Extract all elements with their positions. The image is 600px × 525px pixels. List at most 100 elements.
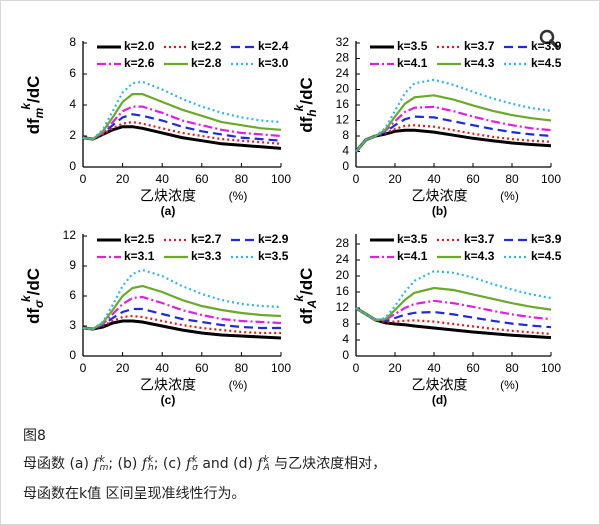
- legend-label: k=3.0: [258, 56, 289, 70]
- caption-text: 与乙炔浓度相对，: [269, 456, 387, 472]
- series-line: [355, 299, 552, 322]
- y-tick-label: 12: [63, 228, 77, 242]
- series-line: [355, 124, 552, 153]
- y-tick-label: 2: [69, 128, 76, 142]
- x-axis-label: 乙炔浓度: [412, 188, 468, 204]
- math-symbol: f: [93, 456, 99, 472]
- legend-label: k=3.5: [258, 249, 289, 263]
- y-label-rest: /dC: [297, 268, 316, 295]
- y-label-base: df: [297, 308, 316, 324]
- x-tick-label: 0: [80, 361, 87, 375]
- x-axis-unit: (%): [500, 189, 519, 203]
- x-axis-label: 乙炔浓度: [140, 377, 196, 393]
- caption-text: ; (c): [153, 456, 186, 472]
- series-line: [82, 125, 282, 150]
- legend-label: k=2.0: [124, 39, 155, 53]
- legend-label: k=3.5: [397, 232, 428, 246]
- y-tick-label: 28: [336, 236, 350, 250]
- series-line: [82, 105, 282, 141]
- legend-label: k=3.7: [464, 232, 495, 246]
- y-tick-label: 16: [336, 97, 350, 111]
- x-tick-label: 0: [80, 172, 87, 186]
- superscript: k: [99, 455, 105, 465]
- y-label-sup: k: [19, 102, 33, 110]
- x-tick-label: 40: [156, 361, 170, 375]
- x-tick-label: 80: [505, 172, 519, 186]
- x-tick-label: 100: [541, 172, 561, 186]
- y-label-sub: m: [32, 107, 46, 118]
- series-line: [82, 93, 282, 141]
- y-label-rest: /dC: [24, 268, 43, 295]
- series-line: [355, 307, 552, 336]
- y-tick-label: 24: [336, 252, 350, 266]
- y-label-sub: h: [305, 109, 319, 116]
- legend-label: k=2.5: [124, 232, 155, 246]
- legend-label: k=2.4: [258, 39, 289, 53]
- x-tick-label: 80: [505, 361, 519, 375]
- y-label-base: df: [24, 118, 43, 134]
- legend-label: k=4.5: [531, 249, 562, 263]
- y-label-base: df: [24, 308, 43, 324]
- superscript: k: [192, 455, 198, 465]
- caption-label: 图8: [23, 428, 46, 444]
- x-tick-label: 0: [353, 361, 360, 375]
- superscript: k: [148, 455, 154, 465]
- panel-label: (a): [161, 204, 176, 218]
- legend-label: k=2.2: [191, 39, 222, 53]
- x-tick-label: 0: [353, 172, 360, 186]
- legend-label: k=3.9: [531, 232, 562, 246]
- y-tick-label: 0: [342, 348, 349, 362]
- legend-label: k=3.9: [531, 39, 562, 53]
- x-tick-label: 20: [388, 172, 402, 186]
- x-tick-label: 100: [271, 172, 291, 186]
- legend-label: k=2.9: [258, 232, 289, 246]
- y-label-sup: k: [19, 294, 33, 302]
- y-tick-label: 4: [342, 332, 349, 346]
- zoom-icon[interactable]: [539, 29, 559, 49]
- series-line: [82, 120, 282, 145]
- legend-label: k=3.3: [191, 249, 222, 263]
- legend-label: k=4.3: [464, 249, 495, 263]
- y-tick-label: 28: [336, 51, 350, 65]
- x-axis-unit: (%): [500, 378, 519, 392]
- math-symbol: f: [185, 456, 192, 472]
- x-axis-label: 乙炔浓度: [412, 377, 468, 393]
- y-label-sub: σ: [32, 299, 46, 308]
- series-line: [355, 78, 552, 153]
- y-axis-label: dfmk/dC: [19, 76, 46, 135]
- y-axis-label: dfσk/dC: [19, 268, 46, 324]
- panel-label: (d): [432, 393, 447, 407]
- x-tick-label: 80: [235, 361, 249, 375]
- caption-text: and (d): [197, 456, 258, 472]
- x-tick-label: 100: [541, 361, 561, 375]
- legend-label: k=4.5: [531, 56, 562, 70]
- subscript: h: [148, 463, 154, 473]
- y-tick-label: 12: [336, 300, 350, 314]
- y-tick-label: 24: [336, 66, 350, 80]
- legend-label: k=3.5: [397, 39, 428, 53]
- y-tick-label: 6: [69, 66, 76, 80]
- series-line: [355, 307, 552, 329]
- y-tick-label: 12: [336, 113, 350, 127]
- x-tick-label: 60: [195, 172, 209, 186]
- y-label-rest: /dC: [297, 77, 316, 104]
- series-line: [82, 284, 282, 331]
- x-tick-label: 60: [195, 361, 209, 375]
- x-tick-label: 40: [427, 172, 441, 186]
- series-line: [82, 319, 282, 340]
- y-tick-label: 8: [342, 128, 349, 142]
- legend-label: k=4.1: [397, 56, 428, 70]
- y-label-rest: /dC: [24, 76, 43, 103]
- series-line: [355, 105, 552, 153]
- x-tick-label: 80: [235, 172, 249, 186]
- y-tick-label: 6: [69, 288, 76, 302]
- legend-label: k=2.8: [191, 56, 222, 70]
- subscript: A: [263, 463, 270, 473]
- y-tick-label: 9: [69, 258, 76, 272]
- legend-label: k=2.6: [124, 56, 155, 70]
